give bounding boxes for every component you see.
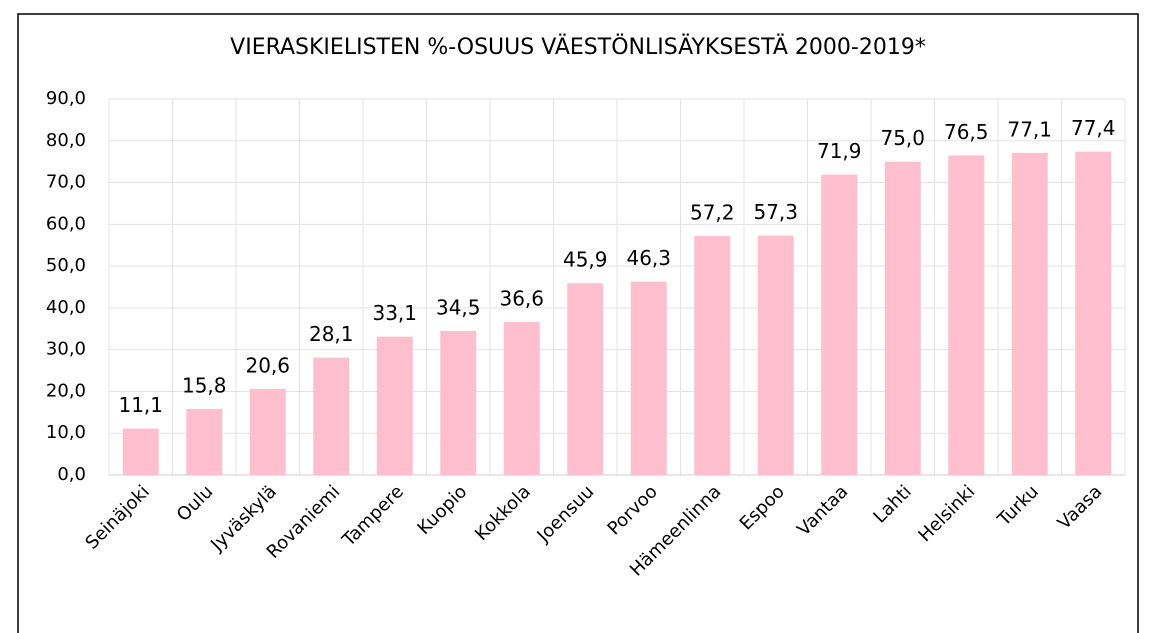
bar [821, 174, 858, 475]
y-tick-label: 60,0 [46, 213, 86, 234]
data-label: 45,9 [563, 248, 608, 272]
data-label: 46,3 [626, 246, 671, 270]
data-label: 76,5 [944, 120, 989, 144]
bar [948, 155, 985, 475]
data-label: 15,8 [182, 373, 227, 397]
bar [440, 330, 477, 475]
bar [249, 388, 286, 475]
y-tick-label: 30,0 [46, 339, 86, 360]
bar [1075, 151, 1112, 475]
bar [503, 322, 540, 475]
y-tick-label: 40,0 [46, 297, 86, 318]
data-label: 34,5 [436, 295, 481, 319]
data-label: 75,0 [880, 126, 925, 150]
data-label: 71,9 [817, 139, 862, 163]
data-label: 77,4 [1071, 116, 1116, 140]
y-tick-label: 50,0 [46, 255, 86, 276]
data-label: 36,6 [499, 287, 544, 311]
bar [630, 281, 667, 475]
bar [1011, 152, 1048, 476]
data-label: 77,1 [1007, 117, 1052, 141]
chart-title: VIERASKIELISTEN %-OSUUS VÄESTÖNLISÄYKSES… [230, 34, 926, 60]
data-label: 57,2 [690, 201, 735, 225]
data-label: 28,1 [309, 322, 354, 346]
y-tick-label: 70,0 [46, 172, 86, 193]
y-tick-label: 80,0 [46, 130, 86, 151]
bar [122, 428, 159, 475]
bar [313, 357, 350, 475]
data-label: 57,3 [753, 200, 798, 224]
bar [567, 283, 604, 475]
y-tick-label: 0,0 [57, 464, 86, 485]
bar [376, 336, 413, 475]
bar [757, 235, 794, 475]
y-tick-label: 90,0 [46, 88, 86, 109]
bar [884, 161, 921, 475]
bar [186, 408, 223, 475]
y-tick-label: 10,0 [46, 422, 86, 443]
bar [694, 236, 731, 475]
data-label: 33,1 [372, 301, 417, 325]
data-label: 11,1 [118, 393, 163, 417]
y-tick-label: 20,0 [46, 380, 86, 401]
data-label: 20,6 [245, 353, 290, 377]
